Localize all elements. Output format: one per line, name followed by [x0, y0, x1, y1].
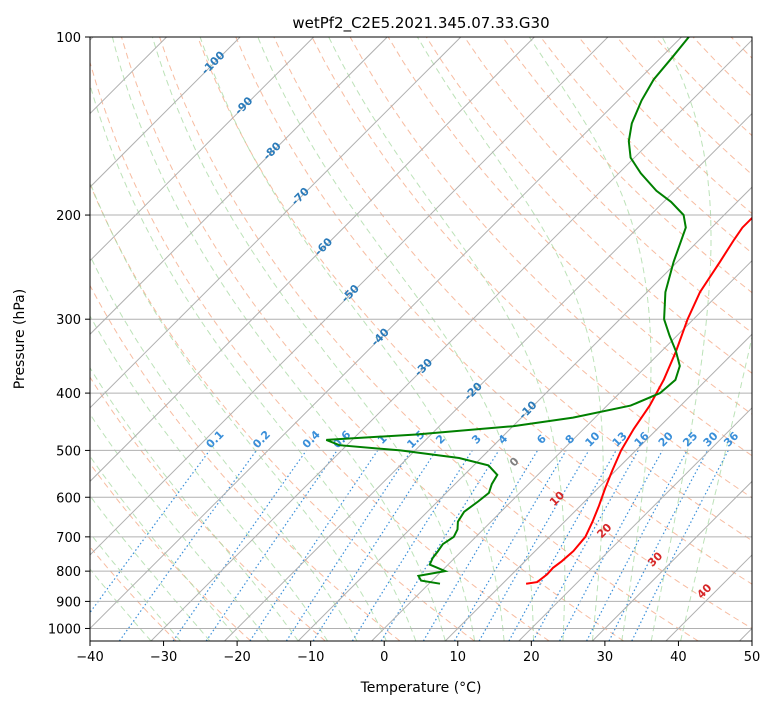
dry-adiabat-line — [159, 37, 699, 641]
y-tick-label: 700 — [56, 531, 81, 546]
x-tick-label: 30 — [597, 650, 614, 665]
moist-adiabat-line — [151, 37, 476, 641]
isotherm-line — [90, 37, 241, 188]
moist-adiabat-line — [199, 37, 505, 641]
moist-adiabat-line — [90, 532, 181, 641]
dewpoint-trace — [325, 37, 690, 585]
mixing-ratio-line — [631, 450, 729, 641]
moist-adiabat-line — [111, 37, 446, 641]
isotherm-line — [518, 407, 752, 641]
mixing-ratio-line — [172, 450, 307, 641]
pressure-gridlines — [90, 37, 752, 629]
chart-title: wetPf2_C2E5.2021.345.07.33.G30 — [292, 14, 549, 33]
x-tick-label: 10 — [450, 650, 467, 665]
moist-adiabat-line — [680, 334, 752, 641]
isotherm-line — [592, 480, 752, 641]
dry-adiabat-line — [197, 37, 752, 630]
moist-adiabat-line — [416, 37, 604, 641]
y-tick-label: 1000 — [48, 622, 81, 637]
isotherm-line — [90, 37, 609, 556]
moist-adiabat-line — [257, 37, 534, 641]
moist-adiabat-line — [90, 181, 387, 641]
moist-adiabat-line — [90, 83, 417, 641]
x-tick-label: −10 — [297, 650, 324, 665]
y-tick-label: 400 — [56, 387, 81, 402]
dry-adiabat-line — [311, 37, 752, 499]
x-tick-label: 20 — [523, 650, 540, 665]
isotherm-line — [90, 37, 682, 630]
mixing-ratio-line — [559, 450, 663, 641]
moist-adiabat-line — [90, 568, 152, 641]
x-axis-ticks: −40 −30 −20 −10 0 10 20 30 40 50 — [76, 641, 760, 665]
x-tick-label: −20 — [223, 650, 250, 665]
isotherm-line — [90, 37, 388, 335]
profile-traces — [325, 37, 752, 585]
plot-area — [90, 37, 752, 641]
x-tick-label: −30 — [150, 650, 177, 665]
x-axis-label: Temperature (°C) — [360, 680, 482, 696]
dry-adiabat-line — [502, 37, 752, 294]
x-tick-label: −40 — [76, 650, 103, 665]
mixing-ratio-line — [249, 450, 379, 641]
isotherms — [90, 37, 752, 641]
moist-adiabat-line — [90, 254, 358, 641]
isotherm-line — [444, 333, 752, 641]
moist-adiabat-line — [90, 455, 240, 641]
isotherm-line — [297, 186, 752, 641]
y-tick-label: 100 — [56, 31, 81, 46]
moist-adiabat-line — [90, 413, 270, 641]
isotherm-line — [150, 39, 752, 641]
y-tick-label: 200 — [56, 209, 81, 224]
dry-adiabat-line — [90, 462, 252, 641]
isotherm-line — [371, 259, 752, 641]
y-axis-label: Pressure (hPa) — [12, 289, 28, 389]
x-tick-label: 50 — [744, 650, 761, 665]
moist-adiabat-line — [90, 314, 329, 641]
x-tick-label: 40 — [670, 650, 687, 665]
moist-adiabat-line — [328, 37, 566, 641]
y-tick-label: 800 — [56, 565, 81, 580]
mixing-ratio-line — [380, 450, 500, 641]
dry-adiabat-line — [273, 37, 752, 542]
moist-adiabats — [90, 37, 752, 641]
y-tick-label: 600 — [56, 491, 81, 506]
mixing-ratio-line — [508, 450, 617, 641]
isotherm-line — [90, 37, 315, 262]
y-axis-ticks: 100 200 300 400 500 600 700 800 900 1000 — [48, 31, 90, 637]
mixing-ratio-lines — [90, 450, 729, 641]
moist-adiabat-line — [650, 37, 712, 641]
y-tick-label: 900 — [56, 595, 81, 610]
mixing-ratio-line — [312, 450, 437, 641]
isotherm-line — [90, 37, 535, 483]
moist-adiabat-line — [528, 37, 652, 641]
moist-adiabat-line — [90, 494, 211, 641]
mixing-ratio-line — [532, 450, 639, 641]
mixing-ratio-line — [205, 450, 338, 641]
isotherm-line — [90, 37, 462, 409]
dry-adiabat-line — [90, 376, 326, 641]
mixing-ratio-line — [90, 450, 211, 614]
plot-frame — [89, 36, 753, 642]
dry-adiabat-line — [90, 60, 550, 641]
mixing-ratio-line — [285, 450, 412, 641]
dry-adiabat-line — [235, 37, 752, 585]
y-tick-label: 300 — [56, 313, 81, 328]
x-tick-label: 0 — [380, 650, 388, 665]
background-lines — [90, 37, 752, 641]
isotherm-line — [224, 112, 752, 641]
y-tick-label: 500 — [56, 444, 81, 459]
